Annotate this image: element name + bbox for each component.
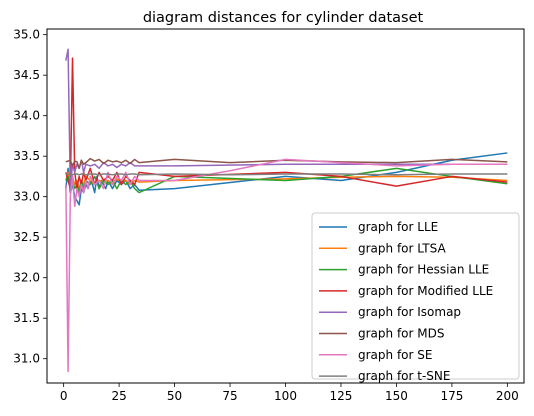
- legend-entry-8: graph for t-SNE: [358, 369, 450, 383]
- series-line-5: [65, 48, 508, 190]
- series-line-8: [65, 173, 508, 176]
- legend-entry-3: graph for Hessian LLE: [358, 263, 489, 277]
- legend: graph for LLE graph for LTSA graph for Hes…: [311, 212, 520, 383]
- axis-ticks: 0 25 50 75 100 125 150 175 200 31.0 31.5 32.0 32.5 33…: [13, 28, 519, 403]
- y-tick-label: 33.5: [13, 149, 40, 163]
- x-tick-label: 100: [274, 389, 297, 403]
- y-tick-label: 34.5: [13, 68, 40, 82]
- chart-title: diagram distances for cylinder dataset: [143, 10, 424, 26]
- legend-entry-1: graph for LLE: [358, 220, 438, 234]
- y-tick-label: 34.0: [13, 109, 40, 123]
- y-tick-label: 31.5: [13, 311, 40, 325]
- series-line-4: [65, 57, 508, 190]
- series-line-7: [65, 158, 508, 373]
- legend-entry-6: graph for MDS: [358, 327, 444, 341]
- x-tick-label: 25: [111, 389, 126, 403]
- y-tick-label: 32.5: [13, 230, 40, 244]
- x-tick-label: 200: [496, 389, 519, 403]
- x-tick-label: 50: [167, 389, 182, 403]
- legend-entry-2: graph for LTSA: [358, 241, 446, 255]
- plot-area: [65, 48, 508, 373]
- x-tick-label: 125: [330, 389, 353, 403]
- y-tick-label: 33.0: [13, 190, 40, 204]
- y-tick-label: 31.0: [13, 352, 40, 366]
- x-tick-label: 175: [440, 389, 463, 403]
- legend-entry-5: graph for Isomap: [358, 305, 461, 319]
- legend-entry-7: graph for SE: [358, 348, 432, 362]
- x-tick-label: 150: [385, 389, 408, 403]
- x-tick-label: 75: [222, 389, 237, 403]
- series-line-1: [65, 152, 508, 206]
- y-tick-label: 35.0: [13, 28, 40, 42]
- x-tick-label: 0: [60, 389, 68, 403]
- legend-entry-4: graph for Modified LLE: [358, 284, 493, 298]
- legend-box: [311, 212, 520, 380]
- y-tick-label: 32.0: [13, 271, 40, 285]
- series-line-6: [65, 157, 508, 170]
